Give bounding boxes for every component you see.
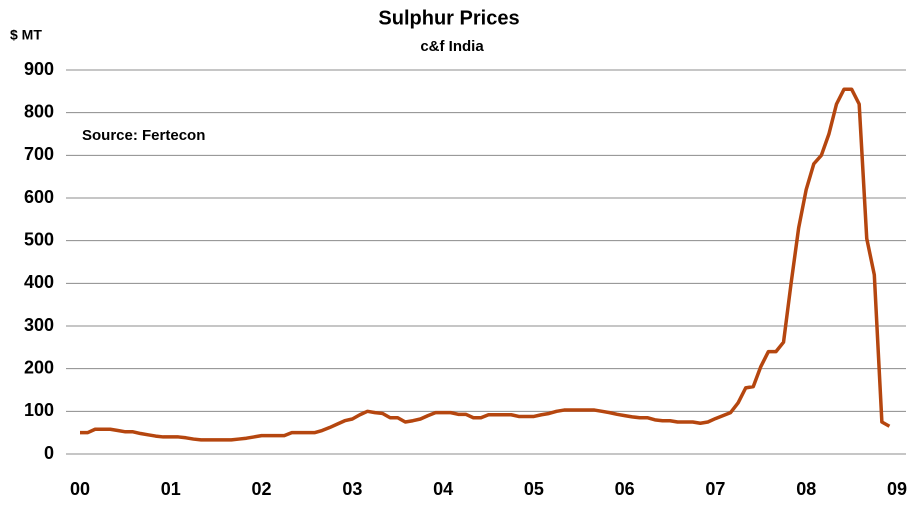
x-tick-label: 02 (252, 479, 272, 499)
line-series (80, 87, 891, 442)
chart-title: Sulphur Prices (378, 7, 519, 29)
x-tick-label: 07 (705, 479, 725, 499)
y-tick-label: 400 (24, 272, 54, 292)
y-tick-label: 0 (44, 443, 54, 463)
y-tick-label: 600 (24, 187, 54, 207)
x-tick-label: 01 (161, 479, 181, 499)
y-tick-label: 700 (24, 144, 54, 164)
y-axis-label: $ MT (10, 27, 42, 43)
y-tick-label: 200 (24, 357, 54, 377)
annotation: Source: Fertecon (82, 127, 205, 144)
y-tick-label: 500 (24, 229, 54, 249)
y-tick-label: 800 (24, 101, 54, 121)
y-tick-label: 900 (24, 59, 54, 79)
x-tick-label: 05 (524, 479, 544, 499)
y-tick-label: 300 (24, 315, 54, 335)
x-tick-label: 03 (342, 479, 362, 499)
x-tick-label: 04 (433, 479, 453, 499)
x-tick-label: 09 (887, 479, 907, 499)
x-tick-label: 06 (615, 479, 635, 499)
x-tick-label: 00 (70, 479, 90, 499)
x-tick-label: 08 (796, 479, 816, 499)
y-tick-label: 100 (24, 400, 54, 420)
chart-subtitle: c&f India (420, 38, 484, 55)
